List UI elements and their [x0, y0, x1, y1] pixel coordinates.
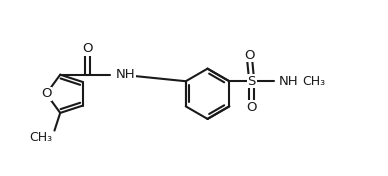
Text: CH₃: CH₃ [29, 131, 52, 144]
Text: O: O [41, 87, 52, 100]
Text: NH: NH [279, 75, 298, 88]
Text: CH₃: CH₃ [302, 75, 326, 88]
Text: O: O [246, 101, 257, 114]
Text: S: S [248, 75, 256, 88]
Text: O: O [82, 42, 92, 55]
Text: O: O [244, 49, 255, 62]
Text: NH: NH [116, 68, 135, 81]
